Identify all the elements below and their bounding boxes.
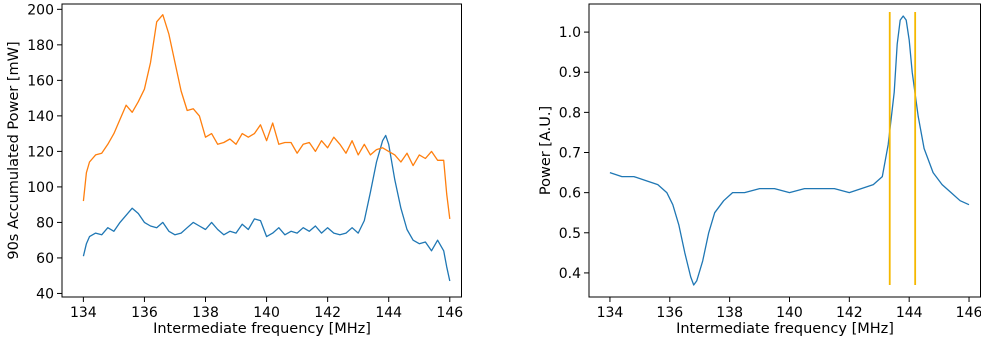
x-tick-label: 134 <box>70 305 97 321</box>
series-line-1 <box>82 134 451 282</box>
plot-area <box>82 14 451 282</box>
series-line-2 <box>82 14 451 219</box>
accumulated-power-chart: 134 136 138 140 142 144 146 40 60 80 100 120 140 160 1… <box>6 2 463 337</box>
y-tick-label: 0.7 <box>559 146 581 162</box>
x-tick-label: 144 <box>375 305 402 321</box>
y-axis-label: 90s Accumulated Power [mW] <box>6 41 22 259</box>
y-tick-label: 40 <box>36 286 54 302</box>
y-tick-label: 160 <box>27 73 54 89</box>
y-axis-label: Power [A.U.] <box>538 106 554 195</box>
plot-area <box>609 12 970 286</box>
x-tick-label: 136 <box>131 305 158 321</box>
x-tick-label: 142 <box>314 305 341 321</box>
x-axis-label: Intermediate frequency [MHz] <box>676 321 894 337</box>
y-tick-label: 100 <box>27 180 54 196</box>
normalized-power-chart: 134 136 138 140 142 144 146 0.4 0.5 0.6 0.7 0.8 0.9 1… <box>538 3 981 337</box>
y-tick-label: 140 <box>27 109 54 125</box>
y-tick-label: 200 <box>27 2 54 18</box>
y-tick-label: 0.8 <box>559 105 581 121</box>
series-line-1 <box>609 15 970 286</box>
x-tick-label: 134 <box>597 305 624 321</box>
y-tick-label: 1.0 <box>559 25 581 41</box>
x-tick-label: 140 <box>776 305 803 321</box>
y-tick-label: 180 <box>27 38 54 54</box>
y-tick-label: 0.6 <box>559 186 581 202</box>
y-tick-label: 0.5 <box>559 226 581 242</box>
y-tick-label: 60 <box>36 251 54 267</box>
axes-frame <box>588 3 981 298</box>
x-tick-label: 142 <box>836 305 863 321</box>
x-tick-label: 146 <box>436 305 463 321</box>
x-tick-label: 146 <box>956 305 981 321</box>
x-tick-label: 138 <box>192 305 219 321</box>
y-tick-label: 0.9 <box>559 65 581 81</box>
x-tick-label: 140 <box>253 305 280 321</box>
x-tick-label: 136 <box>656 305 683 321</box>
y-tick-label: 80 <box>36 215 54 231</box>
x-axis-label: Intermediate frequency [MHz] <box>153 321 371 337</box>
y-tick-label: 120 <box>27 144 54 160</box>
x-tick-label: 138 <box>716 305 743 321</box>
y-tick-label: 0.4 <box>559 266 581 282</box>
x-tick-label: 144 <box>896 305 923 321</box>
axes-frame <box>61 3 462 298</box>
